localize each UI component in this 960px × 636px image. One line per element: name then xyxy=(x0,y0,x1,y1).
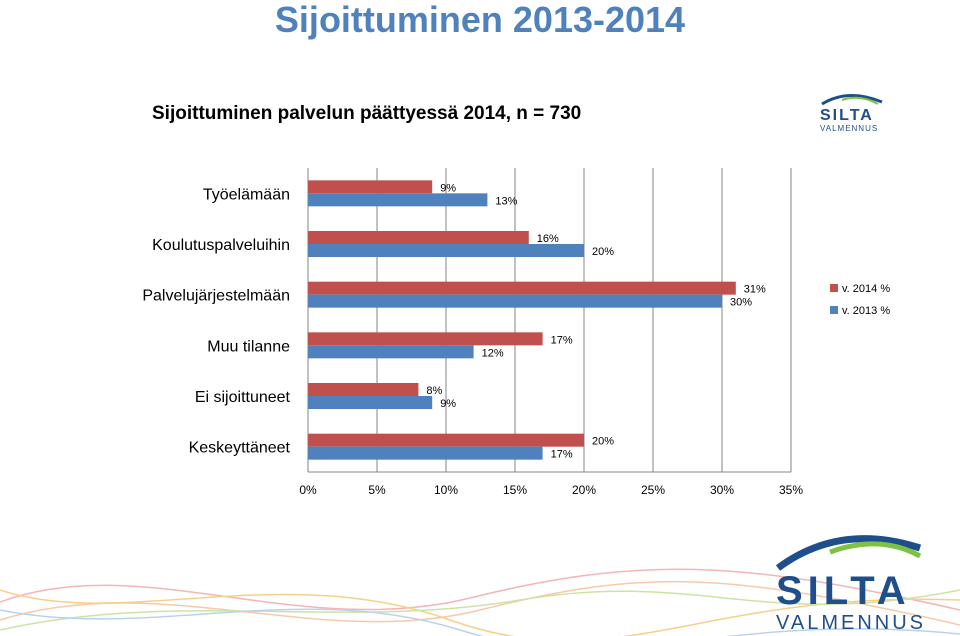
x-tick-label: 10% xyxy=(434,483,458,497)
bar-2013 xyxy=(308,396,433,409)
bar-2014 xyxy=(308,383,419,396)
bar-2013 xyxy=(308,193,488,207)
legend-item-2013: v. 2013 % xyxy=(830,304,890,318)
chart-title: Sijoittuminen palvelun päättyessä 2014, … xyxy=(152,103,582,124)
x-tick-label: 0% xyxy=(299,483,317,497)
legend-swatch-2013 xyxy=(830,306,838,314)
logo-arc-icon xyxy=(821,93,883,106)
data-label-2013: 20% xyxy=(592,246,614,258)
data-label-2013: 9% xyxy=(440,398,456,410)
data-label-2014: 16% xyxy=(537,233,559,245)
legend-label-2013: v. 2013 % xyxy=(842,305,891,317)
category-label: Muu tilanne xyxy=(207,338,290,355)
category-label: Työelämään xyxy=(203,186,290,203)
category-label: Keskeyttäneet xyxy=(189,440,291,457)
bar-2014 xyxy=(308,332,543,346)
silta-logo-small: SILTA VALMENNUS xyxy=(820,93,883,133)
category-label: Ei sijoittuneet xyxy=(195,389,291,406)
legend-item-2014: v. 2014 % xyxy=(830,282,890,296)
x-tick-label: 5% xyxy=(368,483,386,497)
logo-large-text-bottom: VALMENNUS xyxy=(776,612,926,634)
data-label-2014: 31% xyxy=(744,284,766,296)
bar-2014 xyxy=(308,281,736,295)
data-label-2013: 30% xyxy=(730,297,752,309)
legend-swatch-2014 xyxy=(830,284,838,292)
data-label-2013: 13% xyxy=(495,195,517,207)
logo-arc-large-icon xyxy=(775,535,922,571)
data-label-2014: 9% xyxy=(440,182,456,194)
x-tick-label: 25% xyxy=(641,483,665,497)
bar-2013 xyxy=(308,446,543,460)
slide-title: Sijoittuminen 2013-2014 xyxy=(274,0,686,40)
bar-2013 xyxy=(308,345,474,359)
data-label-2013: 12% xyxy=(482,347,504,359)
bar-2014 xyxy=(308,433,584,447)
logo-text-bottom: VALMENNUS xyxy=(820,124,878,133)
bar-2014 xyxy=(308,231,529,244)
logo-text-top: SILTA xyxy=(820,107,874,124)
x-tick-label: 15% xyxy=(503,483,527,497)
x-tick-label: 20% xyxy=(572,483,596,497)
data-label-2013: 17% xyxy=(551,449,573,461)
data-label-2014: 17% xyxy=(551,334,573,346)
silta-logo-large: SILTA VALMENNUS xyxy=(775,535,926,634)
decorative-waves xyxy=(0,568,960,636)
logo-large-text-top: SILTA xyxy=(776,569,911,613)
bar-2013 xyxy=(308,294,722,308)
data-label-2014: 8% xyxy=(426,385,442,397)
bar-2013 xyxy=(308,244,584,257)
category-label: Palvelujärjestelmään xyxy=(142,288,290,305)
bar-2014 xyxy=(308,180,433,194)
x-tick-label: 35% xyxy=(779,483,803,497)
x-tick-label: 30% xyxy=(710,483,734,497)
category-label: Koulutuspalveluihin xyxy=(152,237,290,254)
legend-label-2014: v. 2014 % xyxy=(842,283,891,295)
data-label-2014: 20% xyxy=(592,436,614,448)
